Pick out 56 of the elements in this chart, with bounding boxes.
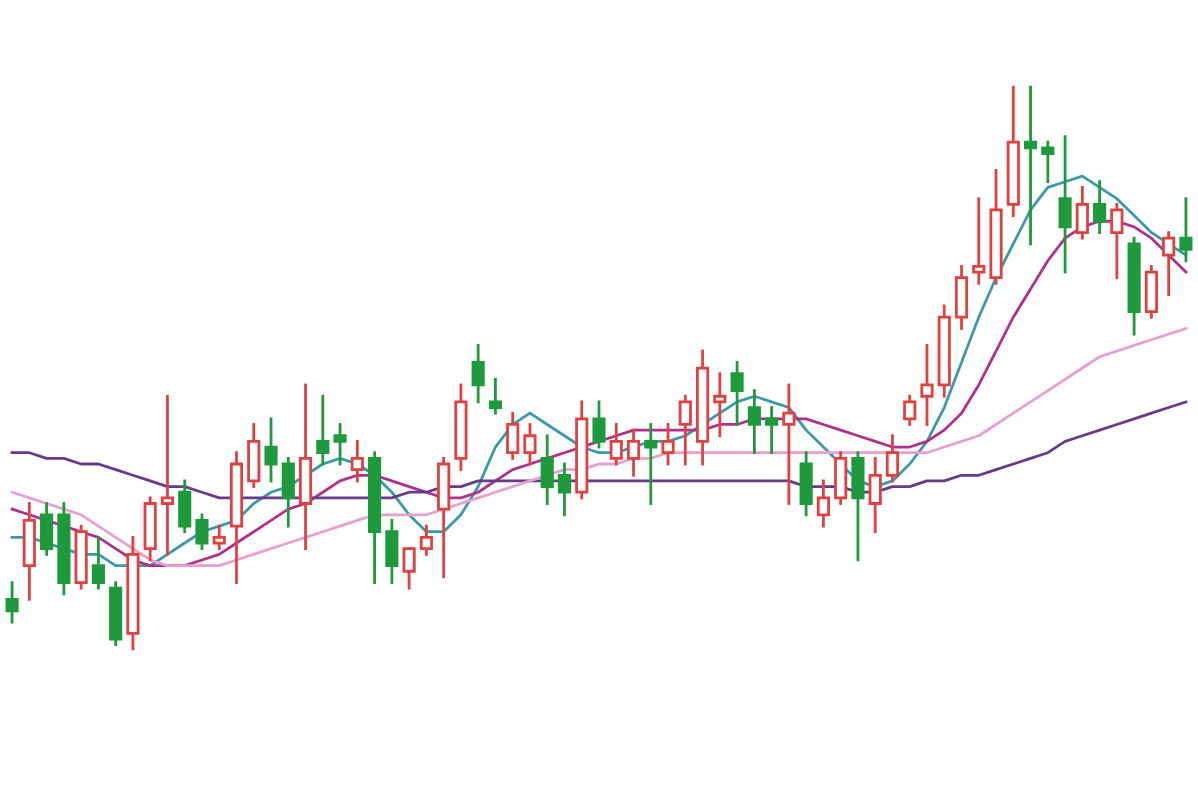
candlestick bbox=[506, 411, 520, 460]
candlestick bbox=[557, 462, 572, 517]
candlestick bbox=[1144, 265, 1158, 319]
candlestick bbox=[178, 479, 192, 534]
candlestick bbox=[885, 434, 900, 483]
candlestick bbox=[1041, 140, 1055, 184]
candlestick bbox=[954, 265, 969, 330]
candlestick bbox=[678, 394, 692, 466]
candlestick bbox=[22, 502, 36, 601]
candlestick bbox=[437, 456, 451, 579]
candlestick bbox=[333, 423, 347, 466]
candlestick bbox=[1058, 135, 1072, 274]
candlestick bbox=[1179, 197, 1193, 263]
candlestick bbox=[316, 394, 330, 466]
candlestick bbox=[91, 535, 105, 590]
candlestick bbox=[385, 519, 399, 584]
candlestick bbox=[1110, 202, 1124, 280]
candlestick bbox=[212, 524, 226, 551]
candlestick bbox=[1075, 185, 1089, 240]
candlestick bbox=[298, 383, 313, 551]
candlestick bbox=[920, 344, 934, 426]
candlestick bbox=[247, 423, 261, 488]
candlestick bbox=[609, 423, 623, 466]
candlestick bbox=[661, 423, 675, 466]
candlestick bbox=[471, 344, 485, 404]
candlestick bbox=[834, 451, 848, 505]
candlestick bbox=[540, 434, 554, 505]
candlestick bbox=[264, 417, 278, 483]
candlestick bbox=[730, 360, 744, 426]
candlestick bbox=[626, 428, 641, 477]
candlestick bbox=[765, 406, 779, 455]
candlestick bbox=[747, 389, 761, 455]
candlestick bbox=[40, 502, 54, 556]
candlestick bbox=[1023, 85, 1038, 246]
candlestick bbox=[799, 451, 813, 517]
candlestick bbox=[419, 524, 433, 556]
candlestick bbox=[488, 377, 502, 415]
candlestick bbox=[523, 423, 537, 466]
candlestick bbox=[281, 456, 295, 528]
candlestick bbox=[592, 400, 606, 449]
candlestick bbox=[1093, 180, 1107, 234]
candlestick bbox=[1162, 231, 1176, 297]
candlestick bbox=[972, 197, 986, 285]
candlestick bbox=[160, 394, 175, 556]
candlestick bbox=[5, 581, 19, 624]
candlestick bbox=[868, 456, 882, 534]
candlestick bbox=[143, 496, 157, 562]
candlestick bbox=[816, 479, 830, 528]
candlestick bbox=[402, 547, 416, 590]
candlestick bbox=[350, 440, 364, 483]
candlestick bbox=[644, 423, 658, 505]
candlestick bbox=[851, 451, 865, 562]
candlestick bbox=[195, 513, 209, 551]
candlestick bbox=[903, 394, 917, 426]
candlestick bbox=[782, 383, 796, 505]
candlestick bbox=[713, 372, 727, 438]
